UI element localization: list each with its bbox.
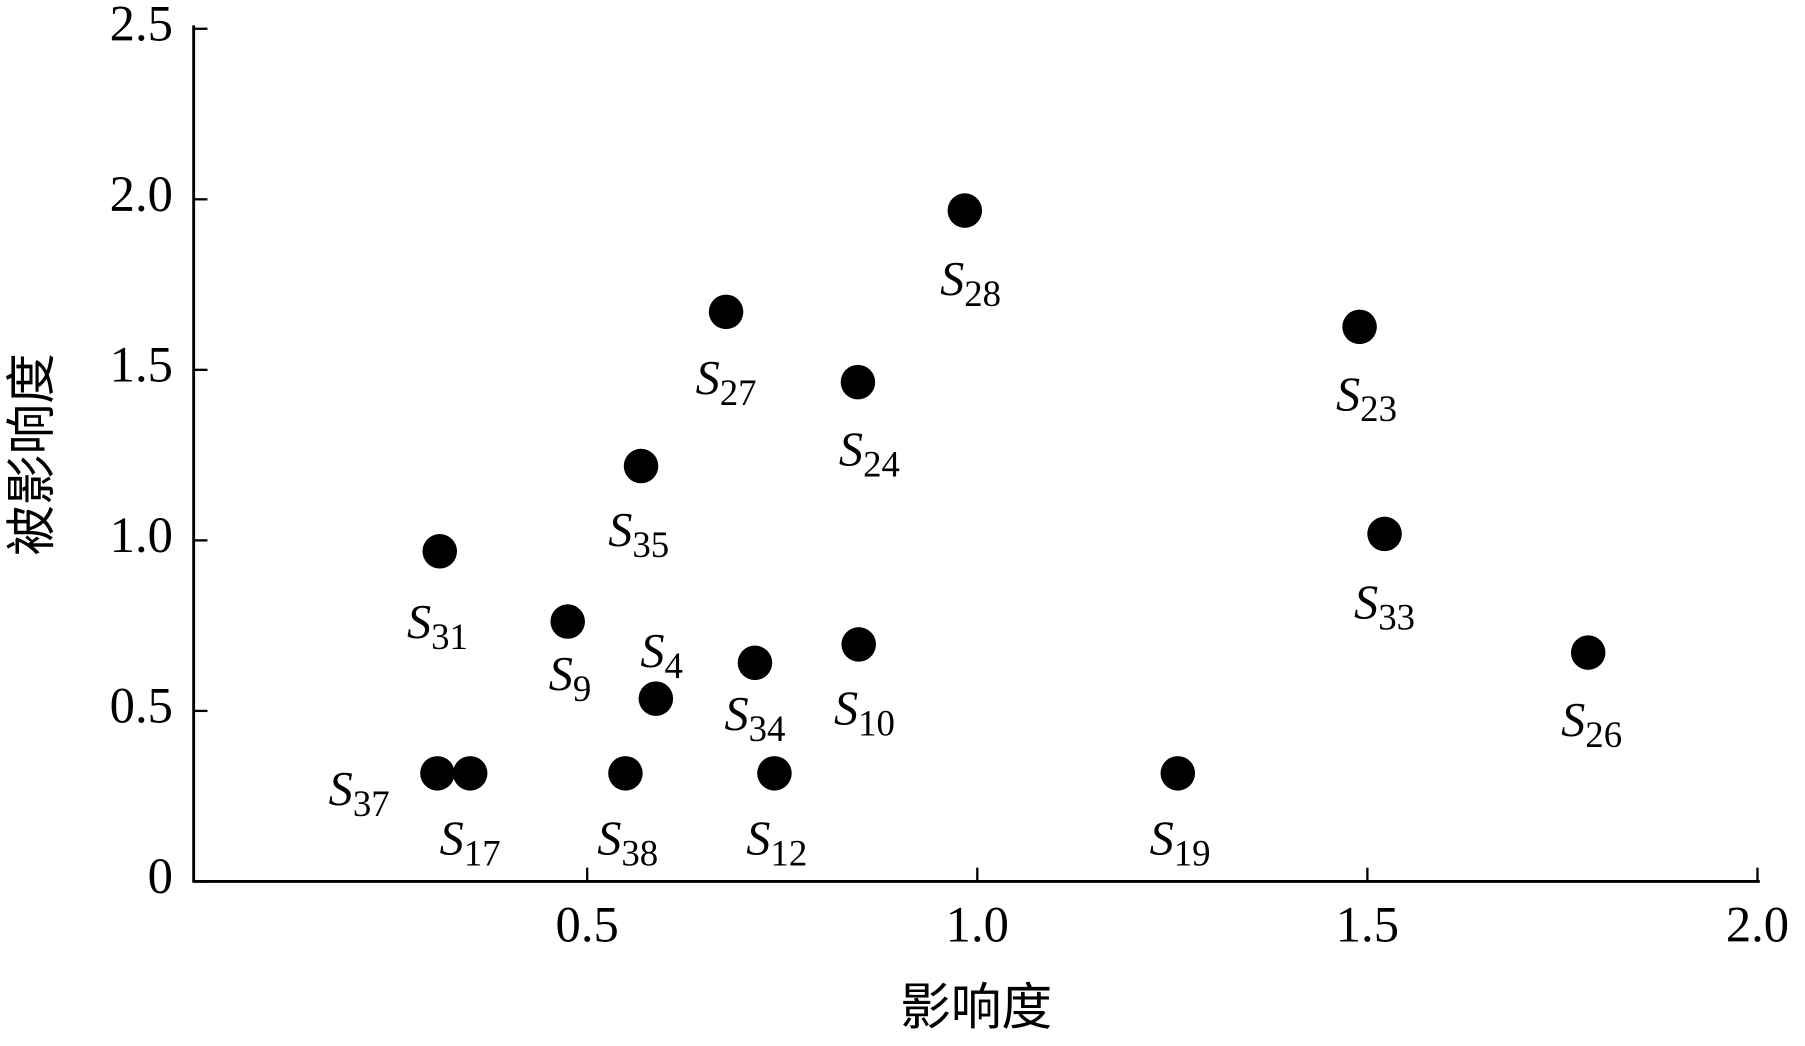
point-label: S35 <box>608 504 669 565</box>
y-tick-label: 2.5 <box>110 0 173 51</box>
point <box>422 534 458 569</box>
point <box>550 604 585 639</box>
point <box>452 756 488 791</box>
point-label: S24 <box>839 424 900 485</box>
point-label: S27 <box>696 352 757 413</box>
point-label: S26 <box>1561 694 1622 755</box>
x-axis-title: 影响度 <box>900 979 1052 1035</box>
x-tick-label: 2.0 <box>1726 896 1789 952</box>
point-label: S28 <box>940 253 1001 314</box>
x-tick-label: 1.0 <box>946 896 1009 952</box>
point <box>840 364 876 400</box>
y-tick-label: 1.0 <box>110 507 173 563</box>
point <box>1342 309 1377 345</box>
y-axis-title: 被影响度 <box>4 353 60 556</box>
point <box>623 448 659 484</box>
point-label: S9 <box>549 648 592 709</box>
x-tick-label: 1.5 <box>1336 896 1399 952</box>
y-tick-label: 0.5 <box>110 678 173 734</box>
point-label: S23 <box>1336 368 1397 429</box>
y-tick-label: 2.0 <box>110 166 173 222</box>
point <box>841 627 876 662</box>
point <box>737 645 773 681</box>
point-label: S10 <box>834 683 895 744</box>
point-label: S34 <box>724 688 785 749</box>
point-label: S33 <box>1354 577 1415 638</box>
point <box>947 193 983 228</box>
x-tick-label: 0.5 <box>556 896 619 952</box>
point <box>708 294 744 330</box>
point-label: S19 <box>1150 813 1211 874</box>
point <box>608 756 643 791</box>
y-tick-label: 1.5 <box>110 336 173 392</box>
point <box>1570 635 1606 670</box>
point-label: S31 <box>407 596 468 657</box>
point <box>1160 756 1196 791</box>
point-label: S17 <box>440 813 501 874</box>
point <box>757 756 792 791</box>
point <box>1367 516 1402 552</box>
point <box>638 681 674 716</box>
point-label: S38 <box>597 813 658 874</box>
point-label: S4 <box>640 625 683 686</box>
point-label: S12 <box>746 813 807 874</box>
y-tick-label: 0 <box>148 848 173 904</box>
point-label: S37 <box>329 763 390 824</box>
point <box>420 756 455 791</box>
